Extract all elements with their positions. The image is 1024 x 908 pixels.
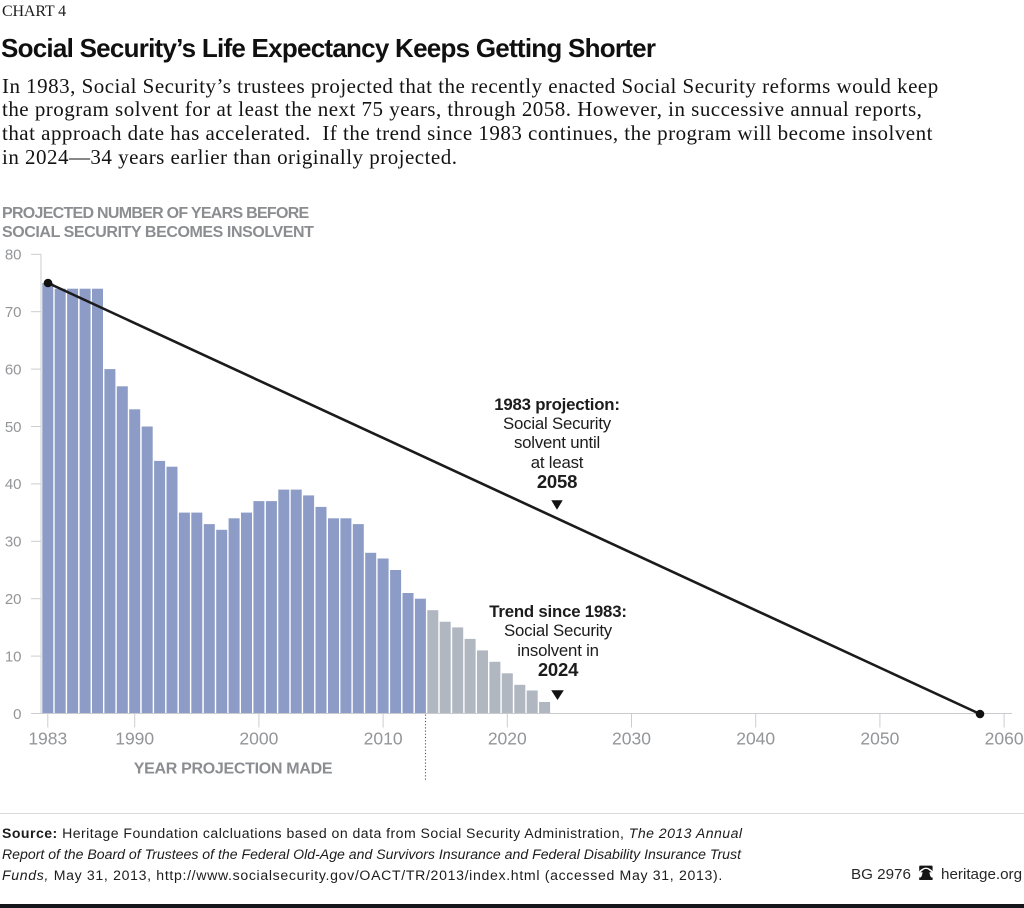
svg-text:60: 60	[5, 361, 22, 378]
svg-text:2000: 2000	[239, 729, 278, 749]
svg-text:20: 20	[5, 591, 22, 608]
svg-text:10: 10	[5, 648, 22, 665]
svg-text:40: 40	[5, 476, 22, 493]
svg-text:YEAR PROJECTION MADE: YEAR PROJECTION MADE	[134, 761, 333, 778]
svg-text:2060: 2060	[985, 729, 1024, 749]
svg-text:30: 30	[5, 534, 22, 551]
svg-text:50: 50	[5, 419, 22, 436]
svg-text:2030: 2030	[612, 729, 651, 749]
svg-text:1983: 1983	[28, 729, 67, 749]
svg-text:2040: 2040	[736, 729, 775, 749]
svg-text:80: 80	[5, 247, 22, 264]
svg-text:1990: 1990	[115, 729, 154, 749]
svg-text:70: 70	[5, 304, 22, 321]
svg-text:0: 0	[13, 706, 21, 723]
svg-text:2010: 2010	[364, 729, 403, 749]
svg-text:2050: 2050	[860, 729, 899, 749]
svg-text:2020: 2020	[488, 729, 527, 749]
